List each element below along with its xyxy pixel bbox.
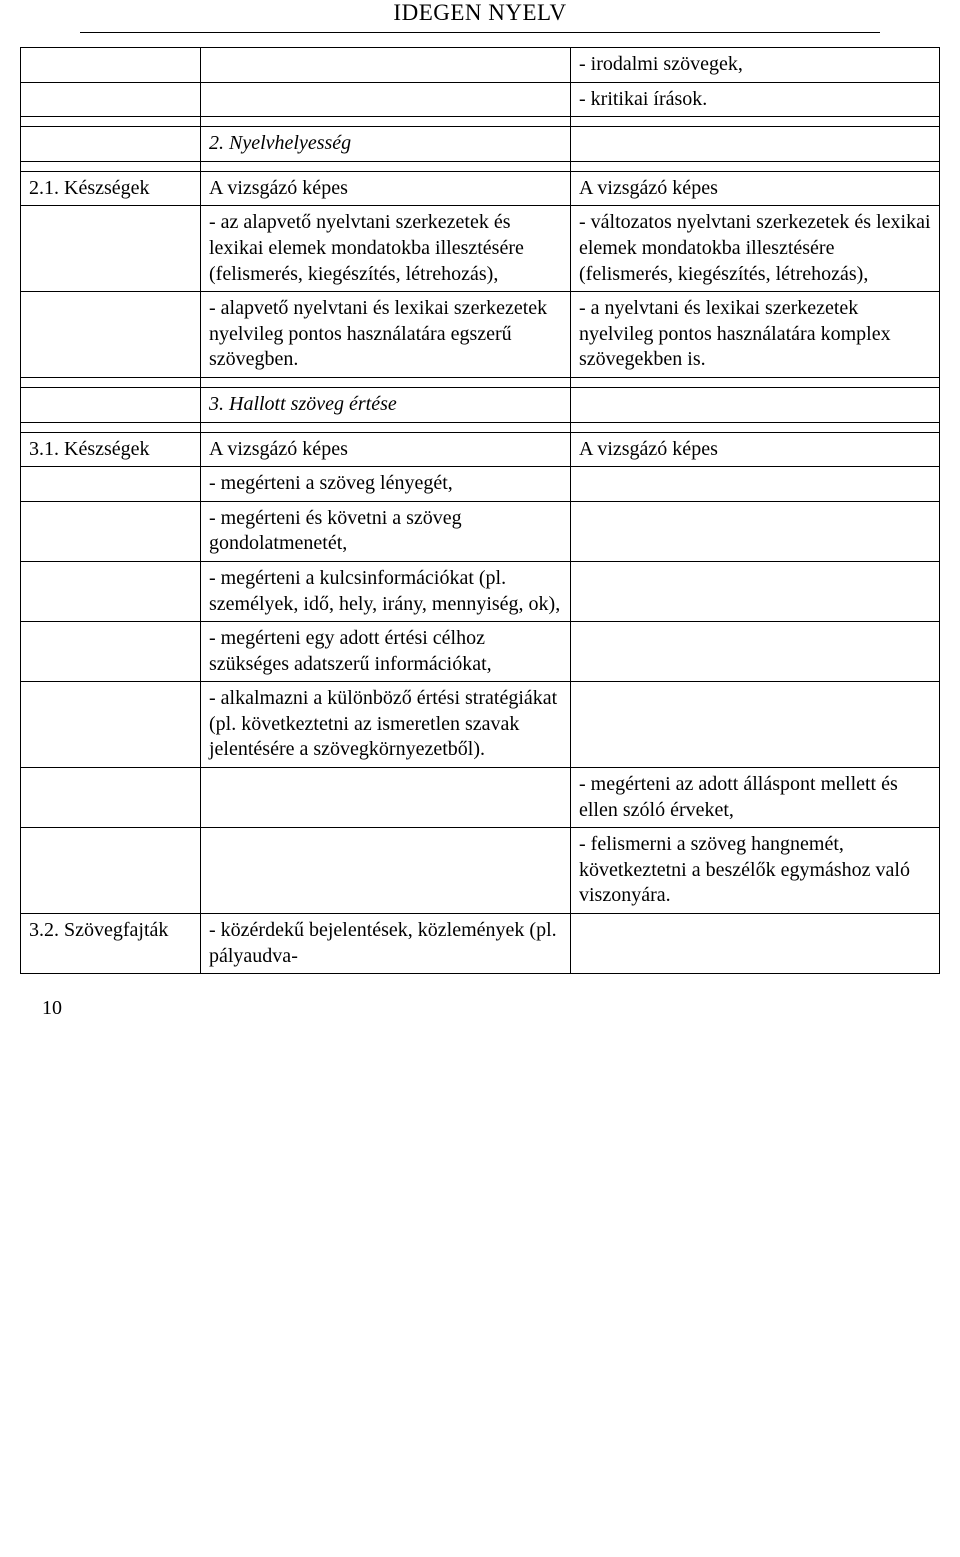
table-row: - az alapvető nyelvtani szerkezetek és l… [21,206,940,292]
cell-text: A vizsgázó képes [201,171,571,206]
cell-text: A vizsgázó képes [201,432,571,467]
cell-text: - megérteni a kulcsinformációkat (pl. sz… [201,561,571,621]
cell-text: - megérteni a szöveg lényegét, [201,467,571,502]
cell-text: - megérteni az adott álláspont mellett é… [571,768,940,828]
table-row: - megérteni és követni a szöveg gondolat… [21,501,940,561]
table-row: - megérteni az adott álláspont mellett é… [21,768,940,828]
table-row [21,377,940,387]
table-row: - megérteni a szöveg lényegét, [21,467,940,502]
table-row [21,161,940,171]
cell-text: - irodalmi szövegek, [571,48,940,83]
row-label: 3.2. Szövegfajták [21,914,201,974]
content-table: - irodalmi szövegek, - kritikai írások. … [20,47,940,974]
table-row: 2. Nyelvhelyesség [21,127,940,162]
page-number: 10 [42,997,62,1020]
cell-text: - alapvető nyelvtani és lexikai szerkeze… [201,292,571,378]
cell-text: - alkalmazni a különböző értési stratégi… [201,682,571,768]
table-row: 2.1. Készségek A vizsgázó képes A vizsgá… [21,171,940,206]
row-label: 2.1. Készségek [21,171,201,206]
cell-text: A vizsgázó képes [571,171,940,206]
section-heading: 2. Nyelvhelyesség [201,127,571,162]
table-row: 3. Hallott szöveg értése [21,387,940,422]
table-row: - irodalmi szövegek, [21,48,940,83]
section-heading: 3. Hallott szöveg értése [201,387,571,422]
table-row: 3.2. Szövegfajták - közérdekű bejelentés… [21,914,940,974]
table-row: 3.1. Készségek A vizsgázó képes A vizsgá… [21,432,940,467]
table-row: - megérteni a kulcsinformációkat (pl. sz… [21,561,940,621]
table-row [21,117,940,127]
table-row [21,422,940,432]
table-row: - alapvető nyelvtani és lexikai szerkeze… [21,292,940,378]
row-label: 3.1. Készségek [21,432,201,467]
table-row: - kritikai írások. [21,82,940,117]
cell-text: - változatos nyelvtani szerkezetek és le… [571,206,940,292]
table-row: - felismerni a szöveg hangnemét, követke… [21,828,940,914]
cell-text: - felismerni a szöveg hangnemét, követke… [571,828,940,914]
table-row: - megérteni egy adott értési célhoz szük… [21,622,940,682]
table-row: - alkalmazni a különböző értési stratégi… [21,682,940,768]
cell-text: - megérteni egy adott értési célhoz szük… [201,622,571,682]
cell-text: - kritikai írások. [571,82,940,117]
cell-text: - a nyelvtani és lexikai szerkezetek nye… [571,292,940,378]
cell-text: A vizsgázó képes [571,432,940,467]
document-header: IDEGEN NYELV [80,0,880,33]
cell-text: - az alapvető nyelvtani szerkezetek és l… [201,206,571,292]
cell-text: - közérdekű bejelentések, közlemények (p… [201,914,571,974]
cell-text: - megérteni és követni a szöveg gondolat… [201,501,571,561]
